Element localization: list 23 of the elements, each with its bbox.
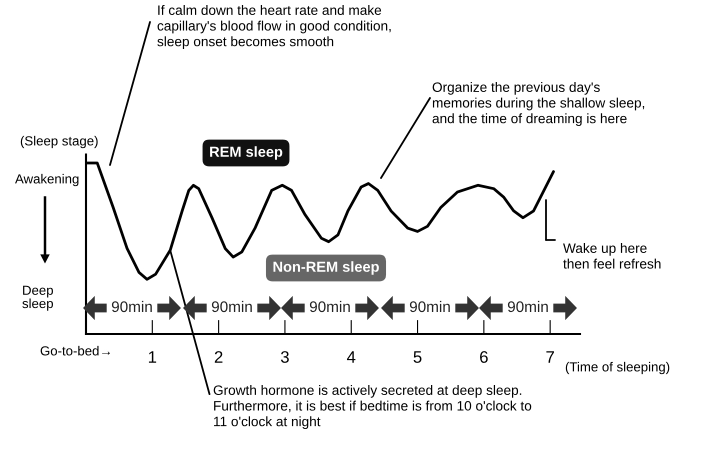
- x-tick-label: 3: [280, 351, 289, 363]
- x-tick-label: 4: [346, 351, 356, 363]
- text: Deep sleep: [22, 286, 53, 311]
- annotation: 90min: [112, 300, 152, 312]
- text: If calm down the heart rate and make capillary's blood flow in good condition, sleep onset becomes smooth: [157, 5, 391, 49]
- annotation: 90min: [212, 300, 252, 312]
- text: Go-to-bed→: [40, 346, 110, 356]
- x-tick-label: 7: [546, 351, 554, 363]
- text: REM sleep: [210, 146, 282, 160]
- annotation: Non-REM sleep: [274, 261, 379, 275]
- text: Organize the previous day's memories during the shallow sleep, and the time of dreaming is here: [432, 82, 644, 126]
- annotation: 90min: [410, 300, 450, 312]
- x-tick-label: 5: [414, 351, 422, 363]
- x-tick-label: 1: [148, 351, 156, 363]
- text: Awakening: [15, 174, 78, 186]
- annotation: 90min: [310, 300, 350, 312]
- x-axis-title: (Time of sleeping): [566, 362, 670, 374]
- annotation: 90min: [508, 300, 548, 312]
- x-tick-label: 2: [214, 351, 222, 363]
- y-axis-title: (Sleep stage): [20, 136, 98, 148]
- x-tick-label: 6: [480, 351, 488, 363]
- annotation: Wake up here then feel refresh: [563, 243, 660, 269]
- annotation: Growth hormone is actively secreted at deep sleep. Furthermore, it is best if bedtime is from 10 o'clock to 11 o'clock at night: [214, 385, 532, 429]
